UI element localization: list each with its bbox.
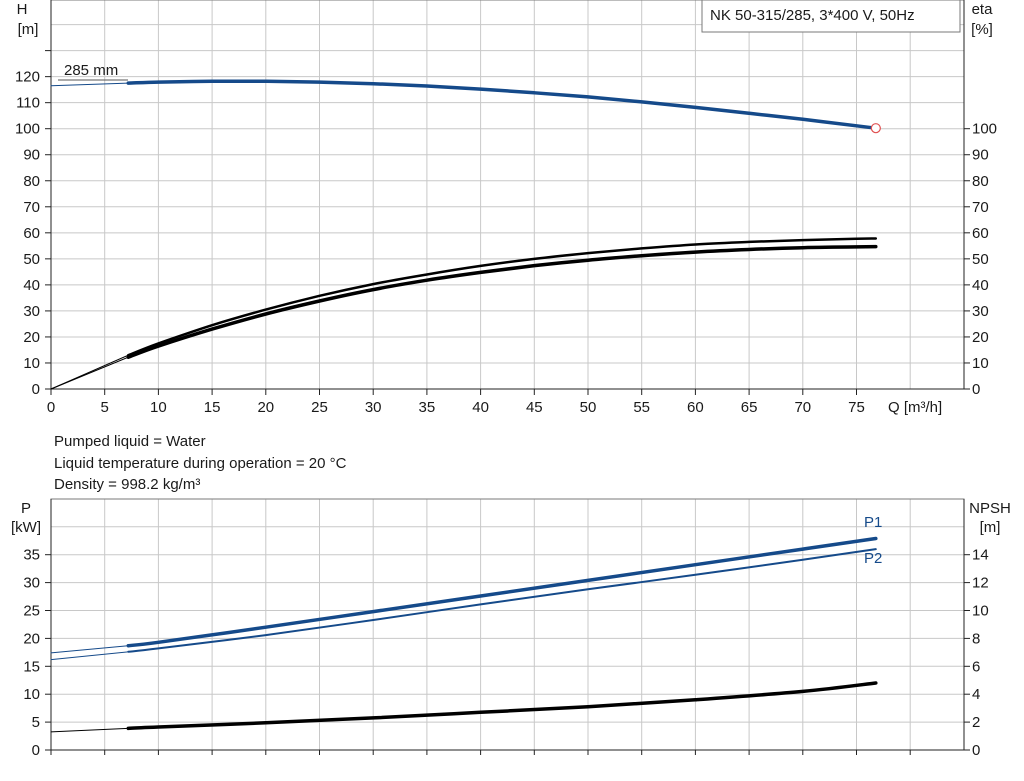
x-tick-label: 40 [472,399,489,416]
bottom-chart-curves [50,536,878,733]
x-tick-label: 65 [741,399,758,416]
head-tick-label: 100 [15,121,40,138]
head-tick-label: 80 [23,173,40,190]
p1_ext-curve [50,645,129,654]
top-right-axis-label-line2: [%] [971,21,993,38]
p1-series-label: P1 [864,514,882,531]
head-tick-label: 50 [23,251,40,268]
eta-tick-label: 70 [972,199,989,216]
head-curve [126,79,878,130]
p2_ext-curve [50,651,129,661]
eta-tick-label: 100 [972,121,997,138]
eta-tick-label: 10 [972,355,989,372]
bottom-right-axis-label-line1: NPSH [969,500,1011,517]
npsh-tick-label: 4 [972,686,980,703]
bottom-left-axis-label-line1: P [21,500,31,517]
x-tick-label: 0 [47,399,55,416]
eta-tick-label: 50 [972,251,989,268]
eta2-curve [126,244,878,359]
x-tick-label: 60 [687,399,704,416]
npsh-tick-label: 14 [972,547,989,564]
liquid-info-line-3: Density = 998.2 kg/m³ [54,476,200,493]
npsh_ext-curve [50,727,129,733]
x-axis-label: Q [m³/h] [888,399,942,416]
x-tick-label: 75 [848,399,865,416]
eta-tick-label: 90 [972,147,989,164]
power-tick-label: 10 [23,686,40,703]
bottom-chart-ticks: 0 5 10 15 20 25 30 35 0 2 4 6 8 10 12 14 [23,547,988,759]
eta-tick-label: 40 [972,277,989,294]
head-tick-label: 110 [16,95,40,112]
x-tick-label: 35 [419,399,436,416]
head-tick-label: 70 [23,199,40,216]
head_ext-curve [50,82,129,87]
eta2_ext-curve [50,356,129,390]
head-tick-label: 40 [23,277,40,294]
power-tick-label: 5 [32,714,40,731]
power-tick-label: 30 [23,575,40,592]
eta-tick-label: 60 [972,225,989,242]
power-tick-label: 25 [23,603,40,620]
power-tick-label: 20 [23,630,40,647]
top-right-axis-label-line1: eta [972,1,994,18]
head-tick-label: 90 [23,147,40,164]
p1-curve [126,536,878,648]
x-tick-label: 55 [633,399,650,416]
top-left-axis-label-line1: H [17,1,28,18]
x-tick-label: 70 [794,399,811,416]
eta-tick-label: 20 [972,329,989,346]
eta1-curve [127,237,878,357]
power-tick-label: 15 [23,658,40,675]
x-tick-label: 25 [311,399,328,416]
top-left-axis-label-line2: [m] [18,21,39,38]
bottom-right-axis-label-line2: [m] [980,519,1001,536]
head-tick-label: 120 [15,69,40,86]
head-tick-label: 20 [23,329,40,346]
head-tick-label: 30 [23,303,40,320]
head-tick-label: 0 [32,381,40,398]
npsh-tick-label: 6 [972,658,980,675]
liquid-info-line-2: Liquid temperature during operation = 20… [54,455,347,472]
power-tick-label: 35 [23,547,40,564]
x-tick-label: 10 [150,399,167,416]
title-box [701,0,961,33]
npsh-tick-label: 2 [972,714,980,731]
head-tick-label: 10 [23,355,40,372]
npsh-tick-label: 0 [972,742,980,759]
npsh-tick-label: 10 [972,603,989,620]
npsh-tick-label: 12 [972,575,989,592]
eta-tick-label: 80 [972,173,989,190]
x-tick-label: 45 [526,399,543,416]
x-tick-label: 5 [101,399,109,416]
eta-tick-label: 30 [972,303,989,320]
npsh-curve [126,681,878,731]
top-chart-ticks: 0 5 10 15 20 25 30 35 40 45 50 55 60 65 70 75 0 10 20 30 40 5… [15,50,997,416]
x-tick-label: 15 [204,399,221,416]
x-tick-label: 20 [257,399,274,416]
top-chart-curves [50,79,881,390]
x-tick-label: 30 [365,399,382,416]
top-chart-grid [51,0,964,389]
eta-tick-label: 0 [972,381,980,398]
liquid-info-line-1: Pumped liquid = Water [54,433,206,450]
p2-series-label: P2 [864,550,882,567]
x-tick-label: 50 [580,399,597,416]
top-chart-frame [50,0,965,390]
power-tick-label: 0 [32,742,40,759]
title-box-text: NK 50-315/285, 3*400 V, 50Hz [710,7,915,24]
npsh-tick-label: 8 [972,630,980,647]
duty-point-marker [870,123,881,134]
impeller-diameter-annotation: 285 mm [64,62,118,79]
head-tick-label: 60 [23,225,40,242]
p2-curve [127,548,877,653]
bottom-left-axis-label-line2: [kW] [11,519,41,536]
